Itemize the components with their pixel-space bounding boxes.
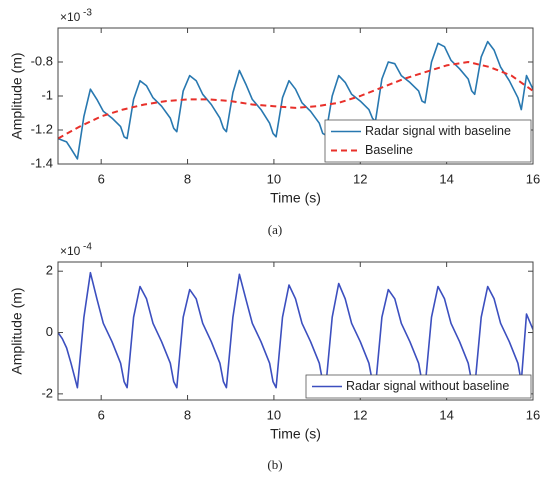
x-tick-label: 12: [353, 171, 367, 186]
y-tick-label: 0: [46, 324, 53, 339]
x-tick-label: 8: [184, 407, 191, 422]
x-tick-label: 10: [267, 171, 281, 186]
x-tick-label: 6: [98, 171, 105, 186]
x-axis-label: Time (s): [270, 190, 321, 206]
y-axis-label: Amplitude (m): [9, 287, 25, 374]
legend-box: [305, 374, 532, 399]
x-tick-label: 16: [526, 407, 540, 422]
multiplier-exponent: -3: [83, 8, 92, 19]
legend-label: Radar signal with baseline: [365, 124, 511, 138]
y-axis-label: Amplitude (m): [9, 52, 25, 139]
caption: (a): [268, 222, 282, 237]
x-axis-label: Time (s): [270, 426, 321, 442]
series-line: [58, 40, 533, 160]
y-tick-label: -2: [41, 385, 53, 400]
x-tick-label: 10: [267, 407, 281, 422]
x-tick-label: 16: [526, 171, 540, 186]
x-tick-label: 8: [184, 171, 191, 186]
x-tick-label: 6: [98, 407, 105, 422]
y-tick-label: -1.2: [31, 121, 53, 136]
y-tick-label: 2: [46, 263, 53, 278]
x-tick-label: 12: [353, 407, 367, 422]
legend-box: [324, 119, 532, 163]
multiplier-base: ×10: [60, 244, 81, 258]
plot-frame: [57, 261, 534, 401]
legend-label: Radar signal without baseline: [346, 379, 509, 393]
x-tick-label: 14: [439, 171, 453, 186]
multiplier-exponent: -4: [83, 242, 92, 253]
y-tick-label: -0.8: [31, 53, 53, 68]
series-line: [58, 271, 533, 389]
y-tick-label: -1: [41, 87, 53, 102]
legend-label: Baseline: [365, 143, 413, 157]
series-line: [58, 61, 533, 140]
y-tick-label: -1.4: [31, 155, 53, 170]
x-tick-label: 14: [439, 407, 453, 422]
multiplier-base: ×10: [60, 10, 81, 24]
caption: (b): [267, 457, 282, 472]
